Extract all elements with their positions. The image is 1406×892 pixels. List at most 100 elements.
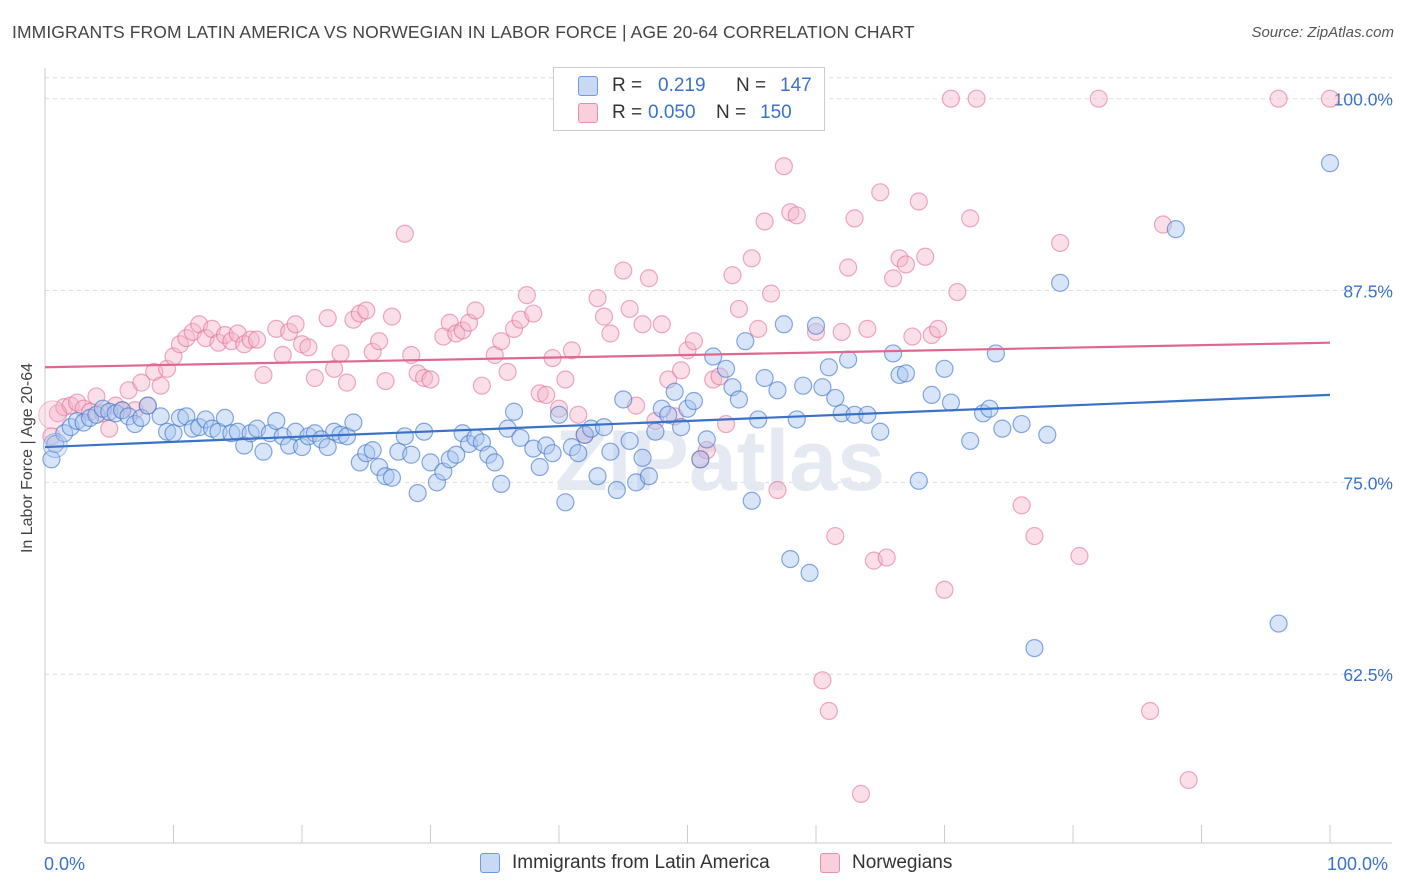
point-norwegians bbox=[858, 319, 877, 338]
point-norwegians bbox=[935, 580, 954, 599]
point-latin-america bbox=[614, 390, 633, 409]
point-norwegians bbox=[537, 385, 556, 404]
point-latin-america bbox=[408, 483, 427, 503]
point-norwegians bbox=[273, 345, 292, 365]
point-latin-america bbox=[826, 388, 845, 408]
point-latin-america bbox=[170, 408, 190, 428]
point-latin-america bbox=[659, 405, 678, 424]
point-latin-america bbox=[151, 407, 170, 426]
point-norwegians bbox=[967, 89, 986, 108]
point-norwegians bbox=[504, 319, 524, 338]
point-norwegians bbox=[851, 784, 871, 803]
point-norwegians bbox=[819, 701, 838, 721]
point-latin-america bbox=[1166, 220, 1185, 239]
point-latin-america bbox=[839, 350, 858, 369]
point-latin-america bbox=[594, 418, 614, 437]
point-norwegians bbox=[498, 362, 517, 381]
chart-title: IMMIGRANTS FROM LATIN AMERICA VS NORWEGI… bbox=[12, 22, 915, 42]
point-latin-america bbox=[1038, 425, 1057, 444]
point-latin-america bbox=[1269, 614, 1288, 633]
legend-n-value: 147 bbox=[780, 75, 812, 96]
point-latin-america bbox=[922, 385, 941, 404]
point-norwegians bbox=[1070, 546, 1089, 566]
point-norwegians bbox=[1012, 496, 1031, 515]
legend-r-label: R = bbox=[612, 102, 643, 123]
point-latin-america bbox=[196, 410, 215, 429]
point-norwegians bbox=[318, 309, 337, 328]
point-norwegians bbox=[414, 368, 434, 388]
point-norwegians bbox=[896, 255, 916, 274]
legend-swatch-blue bbox=[480, 853, 500, 873]
point-latin-america bbox=[941, 393, 961, 412]
point-latin-america bbox=[691, 450, 710, 469]
point-latin-america bbox=[318, 437, 337, 457]
point-norwegians bbox=[370, 332, 389, 351]
point-norwegians bbox=[376, 371, 395, 391]
point-norwegians bbox=[652, 315, 671, 334]
point-latin-america bbox=[42, 450, 61, 469]
point-latin-america bbox=[183, 419, 202, 438]
y-tick-label: 100.0% bbox=[1334, 90, 1393, 110]
point-norwegians bbox=[614, 261, 633, 280]
y-tick-label: 75.0% bbox=[1343, 473, 1393, 493]
point-norwegians bbox=[909, 192, 928, 211]
point-latin-america bbox=[646, 422, 665, 441]
point-latin-america bbox=[504, 402, 524, 421]
point-norwegians bbox=[524, 304, 543, 323]
point-latin-america bbox=[350, 453, 369, 472]
point-latin-america bbox=[819, 358, 838, 377]
point-norwegians bbox=[684, 332, 704, 351]
point-norwegians bbox=[1320, 89, 1340, 108]
point-norwegians bbox=[247, 330, 267, 349]
point-norwegians bbox=[151, 376, 170, 395]
point-latin-america bbox=[697, 430, 716, 449]
point-norwegians bbox=[357, 301, 376, 320]
point-norwegians bbox=[286, 315, 305, 334]
point-latin-america bbox=[704, 347, 723, 366]
point-norwegians bbox=[928, 319, 948, 338]
point-latin-america bbox=[794, 376, 813, 395]
point-latin-america bbox=[736, 332, 755, 351]
legend-row-pink: R = 0.050 N = 150 bbox=[578, 101, 838, 125]
point-norwegians bbox=[562, 341, 581, 360]
point-norwegians bbox=[774, 157, 793, 176]
point-latin-america bbox=[665, 382, 684, 401]
point-latin-america bbox=[781, 549, 800, 569]
point-latin-america bbox=[890, 365, 909, 385]
point-norwegians bbox=[787, 206, 806, 225]
point-norwegians bbox=[877, 548, 896, 567]
legend-swatch-blue bbox=[578, 76, 598, 96]
point-norwegians bbox=[697, 441, 716, 460]
point-norwegians bbox=[903, 327, 922, 346]
point-latin-america bbox=[986, 344, 1006, 363]
point-norwegians bbox=[472, 376, 491, 395]
point-latin-america bbox=[742, 491, 761, 510]
point-latin-america bbox=[485, 453, 504, 472]
x-tick-label-max: 100.0% bbox=[1327, 854, 1389, 874]
point-norwegians bbox=[948, 282, 967, 302]
point-latin-america bbox=[607, 480, 626, 500]
point-latin-america bbox=[800, 563, 819, 583]
point-latin-america bbox=[620, 431, 639, 451]
legend-n-value: 150 bbox=[760, 102, 792, 123]
point-latin-america bbox=[813, 378, 832, 397]
series-norwegians bbox=[38, 89, 1340, 803]
point-norwegians bbox=[871, 183, 890, 202]
point-norwegians bbox=[1269, 89, 1288, 108]
legend-row-blue: R = 0.219 N = 147 bbox=[578, 74, 858, 98]
point-latin-america bbox=[215, 408, 234, 428]
point-latin-america bbox=[896, 364, 916, 383]
point-norwegians bbox=[1179, 770, 1198, 790]
source-label: Source: ZipAtlas.com bbox=[1251, 24, 1394, 41]
point-norwegians bbox=[569, 405, 588, 424]
point-norwegians bbox=[806, 322, 826, 342]
point-latin-america bbox=[267, 411, 286, 431]
point-latin-america bbox=[511, 428, 530, 447]
point-norwegians bbox=[337, 373, 357, 392]
legend-swatch-pink bbox=[578, 103, 598, 123]
point-latin-america bbox=[1012, 414, 1031, 434]
point-latin-america bbox=[684, 391, 704, 411]
point-latin-america bbox=[138, 396, 157, 415]
y-axis-label: In Labor Force | Age 20-64 bbox=[19, 362, 36, 554]
legend-label-norwegians: Norwegians bbox=[852, 852, 953, 873]
